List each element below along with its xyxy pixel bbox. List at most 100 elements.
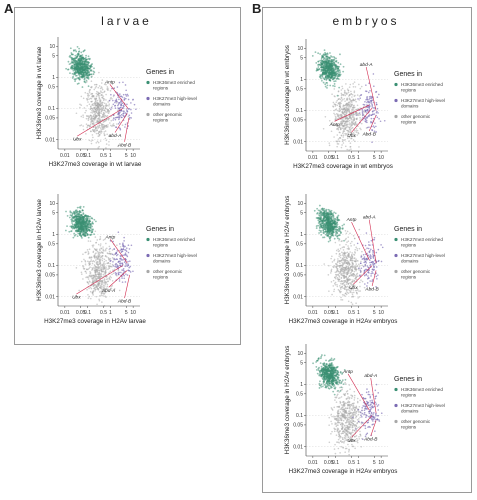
point-other: [111, 125, 113, 128]
point-other: [337, 140, 339, 142]
point-other: [97, 251, 100, 254]
point-other: [349, 251, 351, 253]
point-other: [108, 140, 110, 143]
point-h3k36me3: [318, 229, 321, 232]
point-other: [358, 99, 361, 101]
point-other: [348, 122, 351, 124]
point-other: [346, 278, 348, 280]
point-other: [346, 88, 349, 90]
point-h3k27me3: [366, 126, 369, 129]
y-tick-label: 0.01: [293, 139, 303, 145]
point-other: [104, 137, 107, 140]
point-other: [340, 267, 343, 270]
point-h3k36me3: [321, 56, 324, 58]
point-h3k36me3: [322, 53, 325, 56]
point-h3k27me3: [367, 266, 370, 269]
point-other: [100, 129, 102, 131]
point-other: [341, 87, 344, 90]
point-h3k27me3: [120, 271, 122, 274]
point-h3k36me3: [325, 210, 328, 213]
point-h3k27me3: [372, 110, 374, 113]
point-h3k27me3: [358, 112, 361, 114]
point-other: [101, 255, 104, 257]
point-other: [94, 230, 97, 233]
point-other: [94, 275, 96, 278]
point-other: [346, 265, 348, 267]
point-other: [340, 102, 342, 105]
point-h3k27me3: [119, 127, 121, 130]
point-other: [351, 269, 353, 271]
point-other: [106, 252, 109, 254]
point-h3k27me3: [372, 117, 375, 120]
point-other: [99, 127, 102, 129]
point-other: [118, 289, 121, 292]
point-other: [355, 100, 357, 103]
point-h3k27me3: [378, 93, 380, 96]
point-other: [97, 147, 99, 149]
point-other: [355, 131, 358, 134]
point-other: [87, 101, 89, 103]
point-h3k36me3: [80, 51, 83, 54]
point-h3k27me3: [124, 126, 126, 128]
point-other: [75, 267, 78, 269]
point-other: [346, 251, 349, 254]
point-h3k36me3: [330, 226, 333, 229]
point-h3k36me3: [82, 57, 85, 60]
point-h3k27me3: [130, 244, 133, 247]
point-other: [109, 98, 112, 100]
legend-entry: H3K36me3 enriched regions: [153, 237, 195, 248]
point-h3k36me3: [88, 73, 91, 76]
point-h3k36me3: [71, 222, 73, 224]
point-other: [344, 94, 347, 97]
y-axis-label: H3K36me3 coverage in wt embryos: [284, 45, 291, 145]
point-other: [104, 254, 107, 257]
point-h3k27me3: [129, 271, 132, 273]
point-h3k27me3: [126, 93, 129, 96]
point-other: [90, 111, 92, 114]
point-h3k27me3: [371, 96, 373, 99]
point-other: [98, 295, 101, 297]
point-other: [348, 123, 351, 126]
point-h3k27me3: [361, 108, 364, 111]
point-other: [93, 269, 96, 272]
point-h3k36me3: [321, 207, 324, 210]
point-other: [345, 112, 348, 115]
point-h3k27me3: [369, 261, 371, 264]
point-other: [345, 83, 347, 85]
point-other: [98, 145, 100, 148]
point-h3k36me3: [88, 218, 91, 220]
legend-marker: [146, 80, 150, 85]
point-h3k27me3: [120, 262, 122, 265]
point-other: [341, 144, 343, 146]
point-h3k27me3: [116, 86, 119, 88]
point-h3k36me3: [70, 230, 73, 232]
x-tick-label: 5: [125, 310, 128, 316]
point-other: [91, 134, 94, 136]
point-other: [341, 124, 344, 126]
point-other: [92, 294, 94, 296]
point-other: [104, 263, 106, 265]
point-other: [357, 125, 359, 128]
point-h3k36me3: [319, 211, 322, 214]
point-other: [98, 291, 101, 293]
point-h3k27me3: [120, 104, 123, 107]
y-tick-label: 0.5: [296, 87, 303, 93]
point-h3k36me3: [326, 217, 329, 220]
point-other: [97, 265, 100, 267]
point-other: [75, 112, 78, 115]
point-other: [105, 119, 107, 121]
point-other: [107, 256, 110, 259]
point-other: [337, 260, 339, 263]
point-h3k36me3: [78, 223, 81, 226]
point-h3k27me3: [365, 84, 367, 86]
point-other: [88, 267, 90, 270]
point-other: [342, 130, 345, 132]
point-other: [95, 132, 98, 135]
point-h3k36me3: [92, 222, 94, 225]
point-h3k27me3: [371, 103, 373, 106]
point-h3k36me3: [83, 77, 86, 80]
point-other: [105, 278, 108, 281]
point-other: [359, 113, 362, 116]
point-h3k27me3: [365, 232, 368, 234]
point-h3k27me3: [121, 281, 124, 283]
